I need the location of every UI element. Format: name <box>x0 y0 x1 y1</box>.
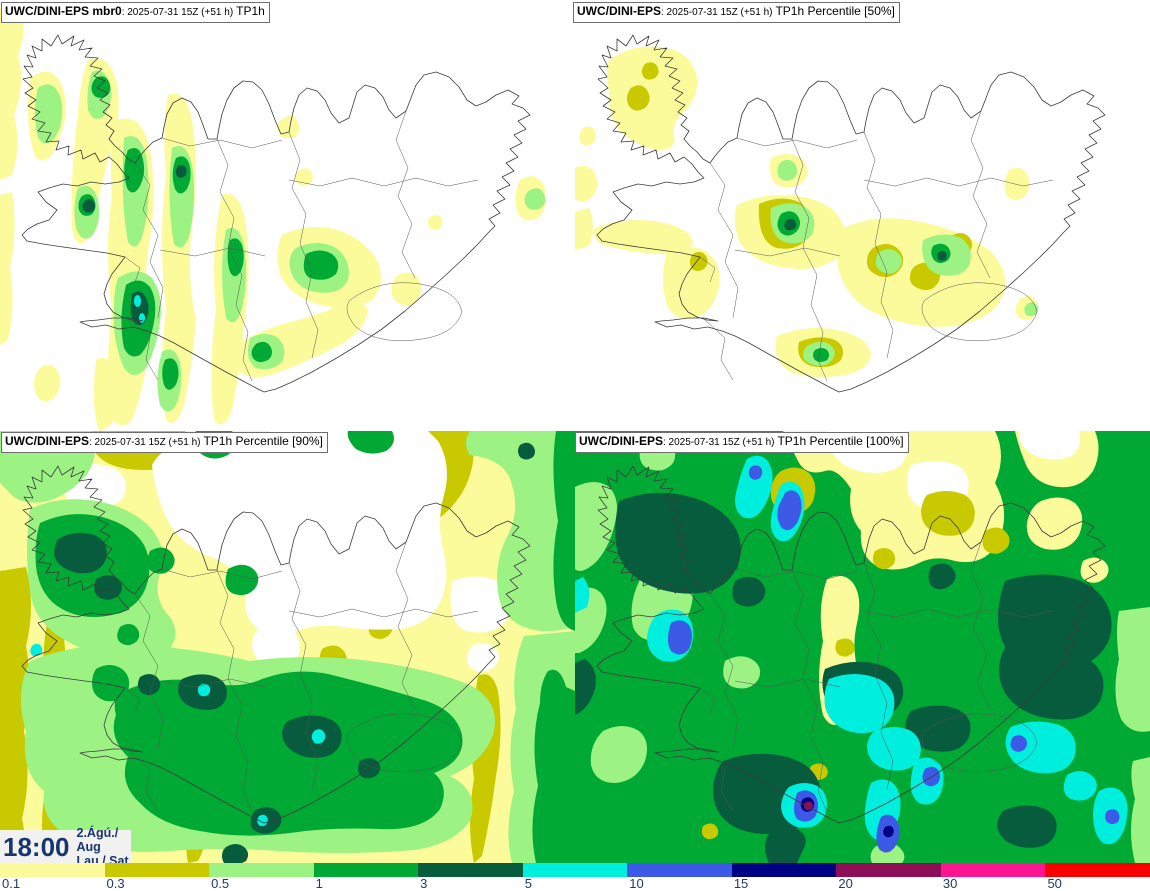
colorbar <box>0 863 1150 877</box>
model-name: UWC/DINI-EPS <box>577 4 661 18</box>
colorbar-label: 20 <box>838 876 853 891</box>
colorbar-label: 5 <box>524 876 532 891</box>
precip-area-level-0.5 <box>575 440 1150 863</box>
precip-map-percentile100 <box>575 431 1150 863</box>
colorbar-label: 50 <box>1047 876 1062 891</box>
colorbar-label: 15 <box>733 876 749 891</box>
colorbar-labels: 0.1 0.3 0.5 1 3 5 10 15 20 30 50 <box>0 876 1150 891</box>
parameter-name: TP1h Percentile [100%] <box>777 434 904 448</box>
map-panel-percentile100 <box>575 431 1150 863</box>
precip-area-level-5 <box>30 643 326 827</box>
parameter-name: TP1h Percentile [90%] <box>203 434 323 448</box>
precip-map-percentile90 <box>0 431 575 863</box>
model-name: UWC/DINI-EPS <box>5 434 89 448</box>
valid-date: 2.Ágú./ Aug Lau./ Sat <box>77 825 132 868</box>
colorbar-segment <box>836 863 941 877</box>
colorbar-label: 0.5 <box>211 876 230 891</box>
panel-title-member0: UWC/DINI-EPS mbr0: 2025-07-31 15Z (+51 h… <box>1 2 270 23</box>
parameter-name: TP1h Percentile [50%] <box>775 4 895 18</box>
model-name: UWC/DINI-EPS <box>579 434 663 448</box>
valid-time: 18:00 <box>3 831 70 862</box>
map-panel-percentile50 <box>575 0 1150 431</box>
colorbar-segment <box>313 863 419 877</box>
colorbar-segment <box>522 863 628 877</box>
precip-map-member0 <box>0 6 547 431</box>
colorbar-segment <box>627 863 732 877</box>
valid-date-line1: 2.Ágú./ Aug <box>76 826 119 854</box>
model-name: UWC/DINI-EPS mbr0 <box>5 4 122 18</box>
precip-area-level-10 <box>668 465 1120 853</box>
panel-title-percentile50: UWC/DINI-EPS: 2025-07-31 15Z (+51 h) TP1h… <box>573 2 900 23</box>
colorbar-label: 1 <box>315 876 323 891</box>
map-panel-member0 <box>0 0 575 431</box>
run-info: : 2025-07-31 15Z (+51 h) <box>89 437 201 448</box>
colorbar-segment <box>418 863 523 877</box>
colorbar-segment <box>104 863 210 877</box>
precip-map-percentile50 <box>575 34 1106 393</box>
parameter-name: TP1h <box>236 4 265 18</box>
run-info: : 2025-07-31 15Z (+51 h) <box>661 7 773 18</box>
colorbar-label: 3 <box>420 876 428 891</box>
colorbar-label: 0.1 <box>2 876 21 891</box>
precip-area-level-20 <box>804 801 813 811</box>
colorbar-segment <box>209 863 314 877</box>
panel-title-percentile100: UWC/DINI-EPS: 2025-07-31 15Z (+51 h) TP1h… <box>575 432 909 453</box>
colorbar-label: 10 <box>629 876 644 891</box>
panel-title-percentile90: UWC/DINI-EPS: 2025-07-31 15Z (+51 h) TP1h… <box>1 432 328 453</box>
run-info: : 2025-07-31 15Z (+51 h) <box>121 7 234 18</box>
colorbar-segment <box>940 863 1046 877</box>
colorbar-label: 30 <box>942 876 958 891</box>
run-info: : 2025-07-31 15Z (+51 h) <box>663 437 775 448</box>
precip-area-level-3 <box>784 218 947 261</box>
colorbar-label: 0.3 <box>106 876 125 891</box>
colorbar-segment <box>731 863 837 877</box>
valid-time-box: 18:00 2.Ágú./ Aug Lau./ Sat <box>0 826 131 868</box>
map-panel-percentile90 <box>0 431 575 863</box>
colorbar-segment <box>0 863 105 877</box>
colorbar-segment <box>1045 863 1150 877</box>
